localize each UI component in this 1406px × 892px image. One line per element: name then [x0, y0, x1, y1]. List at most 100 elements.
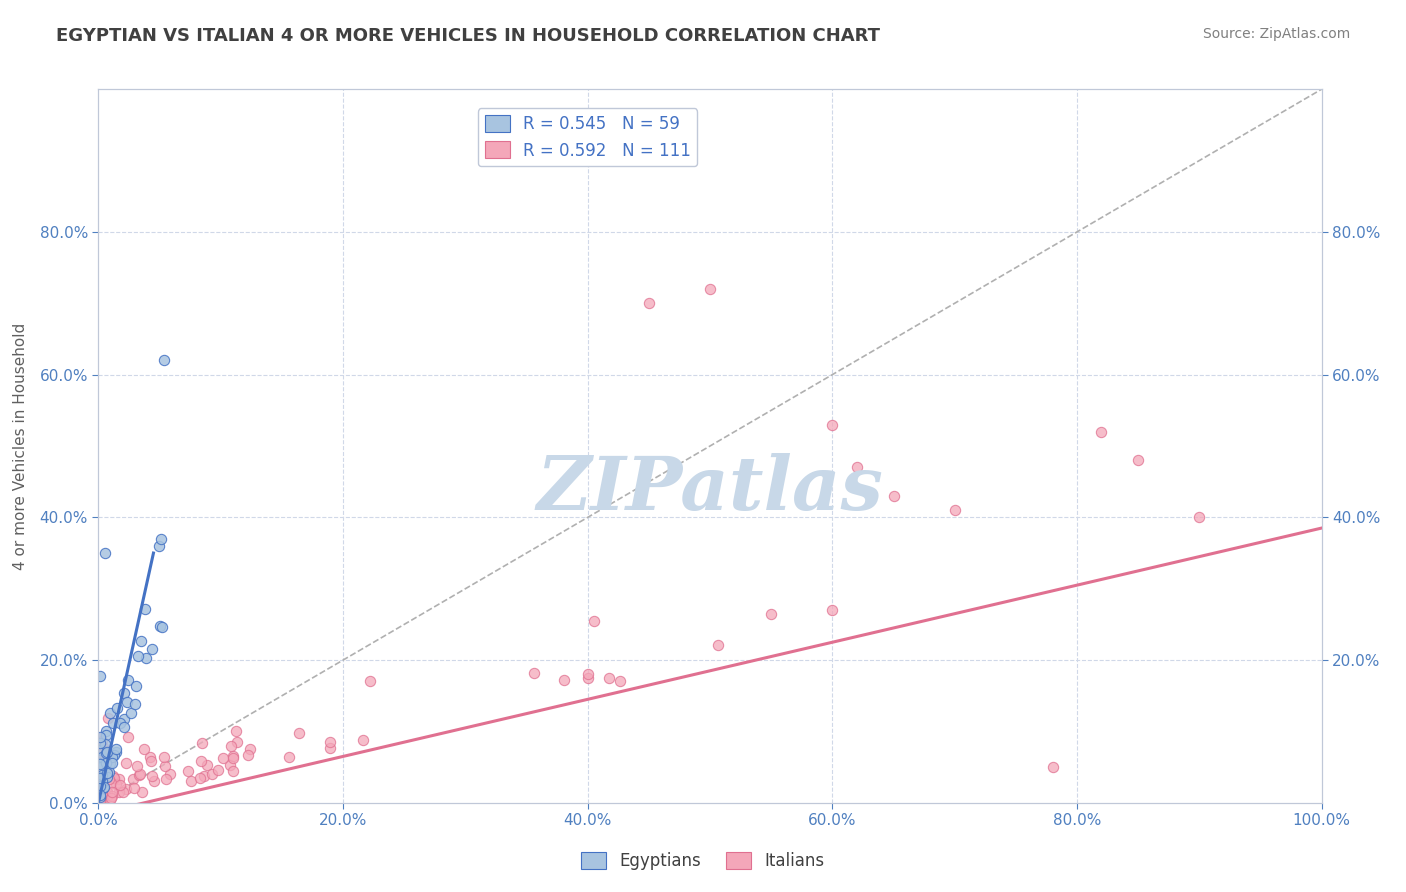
Point — [90, 777, 112, 791]
Point — [761, 607, 783, 621]
Point — [94, 737, 117, 751]
Point — [97, 769, 120, 783]
Point — [110, 716, 132, 731]
Point — [89, 793, 111, 807]
Point — [93, 782, 115, 797]
Point — [699, 282, 721, 296]
Point — [143, 774, 166, 789]
Point — [821, 417, 844, 432]
Point — [124, 697, 146, 711]
Point — [104, 741, 127, 756]
Point — [89, 743, 111, 757]
Point — [89, 669, 111, 683]
Point — [101, 789, 124, 804]
Point — [96, 771, 118, 785]
Point — [191, 736, 214, 750]
Point — [89, 782, 111, 797]
Point — [96, 764, 118, 779]
Text: Source: ZipAtlas.com: Source: ZipAtlas.com — [1202, 27, 1350, 41]
Point — [91, 780, 114, 795]
Point — [115, 756, 138, 770]
Point — [134, 602, 156, 616]
Point — [153, 749, 176, 764]
Point — [943, 503, 966, 517]
Point — [91, 791, 114, 805]
Point — [98, 772, 121, 786]
Point — [153, 353, 176, 368]
Point — [153, 758, 176, 772]
Point — [110, 778, 132, 792]
Point — [111, 785, 134, 799]
Point — [89, 780, 111, 795]
Point — [89, 788, 111, 802]
Point — [598, 671, 620, 685]
Point — [1042, 760, 1064, 774]
Y-axis label: 4 or more Vehicles in Household: 4 or more Vehicles in Household — [14, 322, 28, 570]
Point — [98, 756, 121, 771]
Point — [89, 789, 111, 804]
Point — [1128, 453, 1150, 467]
Legend: Egyptians, Italians: Egyptians, Italians — [575, 845, 831, 877]
Point — [90, 760, 112, 774]
Point — [211, 751, 233, 765]
Point — [287, 726, 309, 740]
Point — [188, 772, 211, 786]
Point — [101, 715, 124, 730]
Point — [221, 748, 243, 763]
Point — [219, 757, 242, 772]
Point — [101, 756, 124, 770]
Point — [104, 745, 127, 759]
Point — [141, 769, 163, 783]
Point — [148, 539, 170, 553]
Point — [226, 735, 249, 749]
Point — [319, 735, 342, 749]
Point — [90, 771, 112, 785]
Point — [103, 748, 125, 763]
Point — [89, 735, 111, 749]
Point — [91, 751, 114, 765]
Point — [89, 730, 111, 744]
Point — [638, 296, 661, 310]
Point — [576, 671, 599, 685]
Point — [523, 665, 546, 680]
Point — [91, 775, 114, 789]
Point — [89, 774, 111, 789]
Point — [141, 642, 163, 657]
Point — [90, 775, 112, 789]
Point — [845, 460, 868, 475]
Point — [236, 747, 259, 762]
Point — [89, 780, 111, 794]
Point — [176, 764, 198, 778]
Point — [108, 785, 131, 799]
Point — [707, 638, 730, 652]
Point — [93, 789, 115, 803]
Point — [104, 777, 127, 791]
Point — [98, 706, 121, 721]
Point — [139, 749, 162, 764]
Point — [89, 756, 111, 771]
Point — [117, 730, 139, 744]
Point — [94, 786, 117, 800]
Point — [93, 780, 115, 794]
Point — [117, 695, 139, 709]
Text: ZIPatlas: ZIPatlas — [537, 452, 883, 525]
Point — [128, 767, 150, 781]
Point — [97, 765, 120, 780]
Text: EGYPTIAN VS ITALIAN 4 OR MORE VEHICLES IN HOUSEHOLD CORRELATION CHART: EGYPTIAN VS ITALIAN 4 OR MORE VEHICLES I… — [56, 27, 880, 45]
Point — [1188, 510, 1211, 524]
Point — [96, 766, 118, 780]
Point — [103, 771, 125, 785]
Point — [90, 746, 112, 760]
Point — [609, 673, 631, 688]
Point — [197, 757, 219, 772]
Point — [125, 679, 148, 693]
Point — [90, 788, 112, 802]
Point — [117, 673, 139, 687]
Point — [576, 667, 599, 681]
Point — [1090, 425, 1112, 439]
Point — [90, 768, 112, 782]
Point — [96, 789, 118, 804]
Point — [89, 786, 111, 800]
Point — [89, 787, 111, 801]
Point — [89, 780, 111, 794]
